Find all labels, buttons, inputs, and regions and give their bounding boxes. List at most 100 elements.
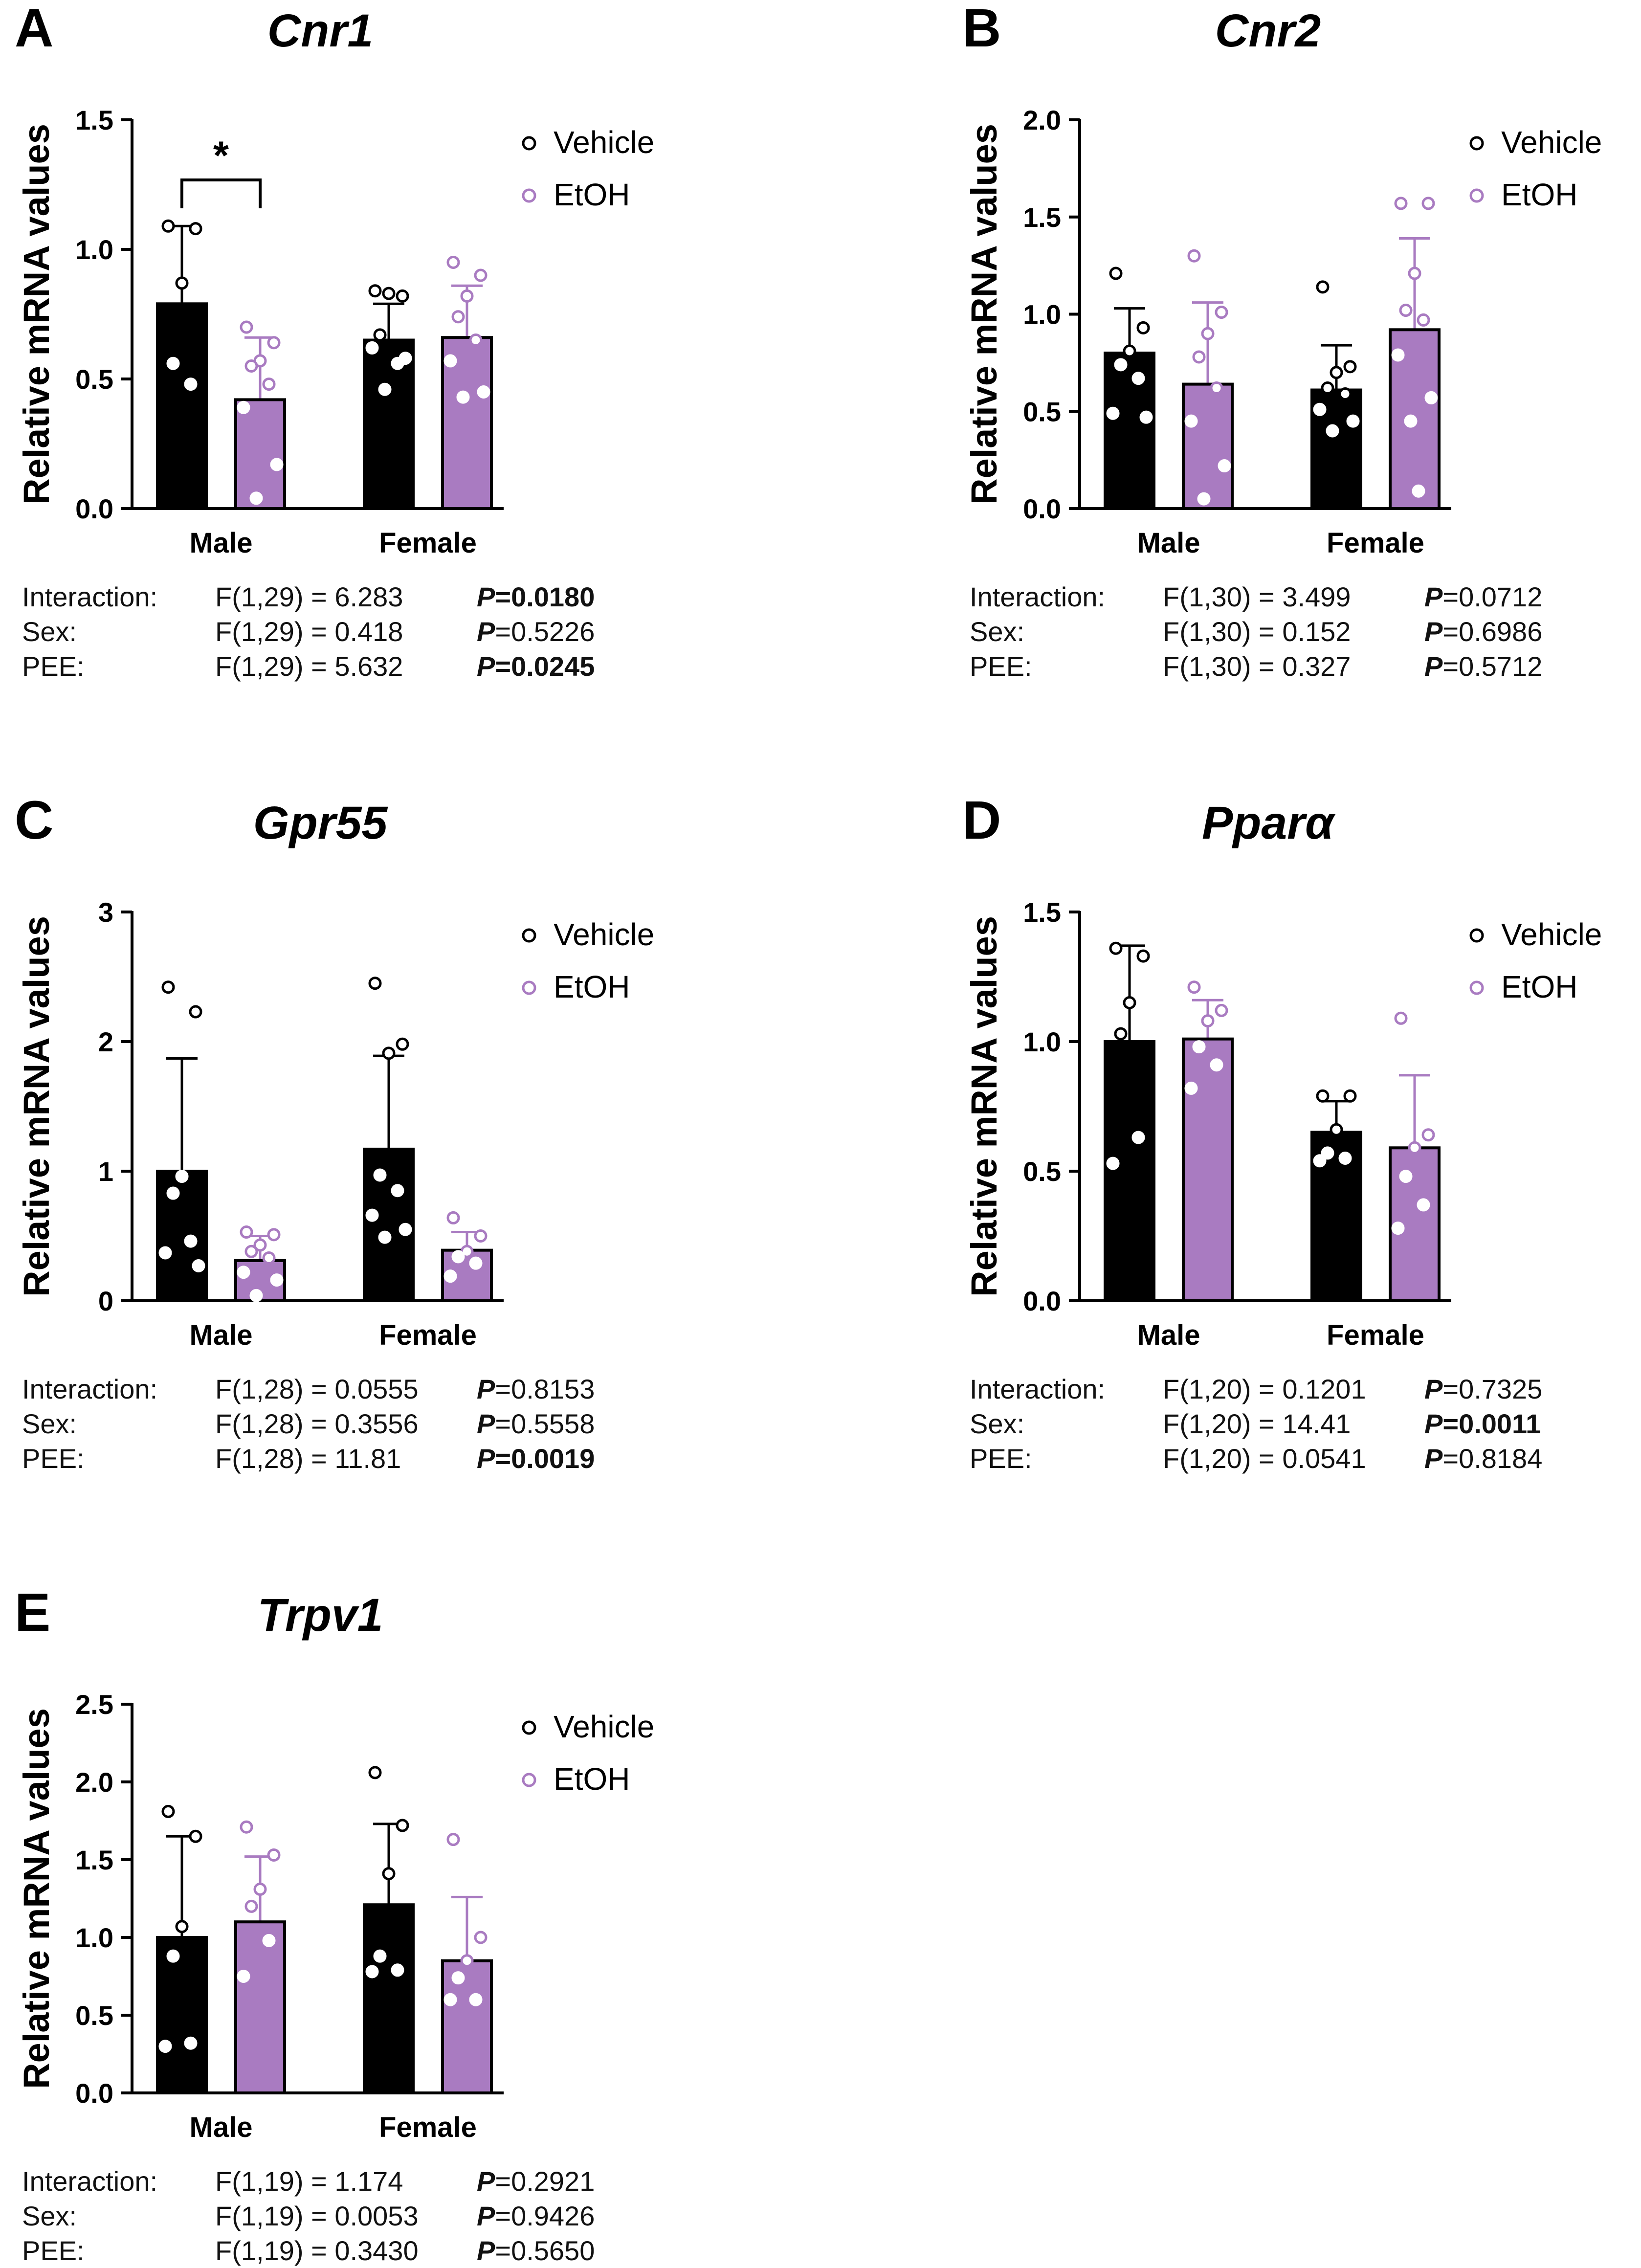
data-point [460, 1954, 474, 1968]
data-point [1192, 1040, 1206, 1054]
chart-title: Pparα [1202, 797, 1336, 849]
y-axis-label: Relative mRNA values [964, 916, 1004, 1297]
data-point [1131, 1131, 1145, 1144]
data-point [262, 1251, 276, 1265]
anova-stats-d: Interaction: F(1,20) = 0.1201 P=0.7325 Sex:… [970, 1372, 1605, 1476]
data-point [469, 1256, 483, 1270]
legend-label-vehicle: Vehicle [554, 125, 654, 160]
y-tick-label: 1.5 [1023, 202, 1061, 233]
y-tick-label: 0.5 [75, 364, 113, 395]
anova-stats-b: Interaction: F(1,30) = 3.499 P=0.0712 Sex: F… [970, 579, 1605, 684]
data-point [184, 2036, 198, 2050]
stats-p-value: P=0.8153 [477, 1374, 595, 1404]
data-point [373, 328, 387, 342]
data-point [1114, 358, 1128, 372]
data-point [1106, 406, 1120, 420]
data-point [1316, 1089, 1330, 1103]
data-point [249, 491, 263, 505]
data-point [1338, 1152, 1352, 1165]
data-point [444, 354, 457, 368]
data-point [1321, 381, 1334, 395]
panel-b: B Cnr2 Relative mRNA values 0.0 0.5 1.0 1.5 2.0… [962, 0, 1602, 559]
chart-title: Trpv1 [258, 1589, 383, 1641]
data-point [240, 1820, 253, 1834]
data-point [451, 310, 465, 324]
x-category-label: Male [190, 1319, 253, 1351]
stats-p-value: P=0.0180 [477, 581, 595, 612]
data-point [1114, 1027, 1128, 1041]
data-point [365, 1208, 379, 1222]
data-point [1417, 313, 1430, 327]
data-point [1408, 267, 1421, 280]
stats-row: Sex: F(1,19) = 0.0053 P=0.9426 [22, 2199, 658, 2233]
stats-label: Sex: [970, 616, 1025, 647]
data-point [267, 1228, 281, 1242]
stats-row: Sex: F(1,29) = 0.418 P=0.5226 [22, 614, 658, 649]
stats-row: Interaction: F(1,30) = 3.499 P=0.0712 [970, 579, 1605, 614]
bar-female-etoh [441, 1248, 493, 1303]
bar-male-etoh [234, 398, 286, 511]
data-point [477, 385, 490, 399]
data-point [365, 341, 379, 355]
data-point [262, 1934, 276, 1947]
stats-f-value: F(1,19) = 1.174 [215, 2166, 403, 2197]
data-point [175, 1920, 189, 1934]
stats-label: Interaction: [22, 1374, 158, 1404]
chart-title: Cnr2 [1215, 5, 1321, 57]
data-point [244, 359, 258, 373]
data-point [237, 400, 250, 414]
data-point [1343, 360, 1357, 374]
bar-male-etoh [1182, 1037, 1234, 1302]
data-point [365, 1965, 379, 1979]
data-point [1399, 304, 1413, 317]
data-point [189, 222, 202, 236]
data-point [161, 219, 175, 233]
x-category-label: Female [379, 1319, 477, 1351]
anova-stats-e: Interaction: F(1,19) = 1.174 P=0.2921 Sex: F… [22, 2164, 658, 2268]
stats-p-value: P=0.6986 [1424, 616, 1543, 647]
data-point [444, 1269, 457, 1283]
data-point [396, 1037, 409, 1051]
y-axis-label: Relative mRNA values [16, 1708, 57, 2089]
stats-p-value: P=0.9426 [477, 2201, 595, 2231]
data-point [244, 1245, 258, 1258]
y-tick-label: 2.0 [75, 1767, 113, 1798]
bar-male-etoh [234, 1920, 286, 2094]
data-point [1424, 391, 1438, 404]
y-tick-label: 0.0 [1023, 1286, 1061, 1316]
data-point [1201, 1014, 1215, 1028]
data-point [451, 1971, 465, 1985]
data-point [1399, 1170, 1413, 1183]
stats-f-value: F(1,20) = 0.0541 [1163, 1443, 1366, 1474]
stats-p-value: P=0.0011 [1424, 1408, 1541, 1439]
data-point [161, 1804, 175, 1818]
y-tick-label: 2 [98, 1026, 113, 1057]
data-point [240, 320, 253, 334]
stats-p-value: P=0.2921 [477, 2166, 595, 2197]
data-point [446, 1211, 460, 1224]
stats-f-value: F(1,19) = 0.3430 [215, 2235, 419, 2266]
data-point [469, 1993, 483, 2006]
data-point [391, 1963, 404, 1977]
stats-row: Sex: F(1,28) = 0.3556 P=0.5558 [22, 1406, 658, 1441]
data-point [396, 289, 409, 303]
data-point [1123, 344, 1136, 358]
data-point [1184, 414, 1198, 428]
stats-row: PEE: F(1,19) = 0.3430 P=0.5650 [22, 2233, 658, 2268]
bar-male-vehicle [1104, 352, 1155, 510]
data-point [474, 1229, 488, 1243]
x-category-label: Male [1137, 527, 1200, 559]
data-point [166, 1949, 180, 1963]
stats-f-value: F(1,30) = 0.327 [1163, 651, 1351, 682]
stats-label: PEE: [970, 1443, 1032, 1474]
data-point [1326, 424, 1339, 438]
data-point [189, 1829, 202, 1843]
x-category-label: Male [1137, 1319, 1200, 1351]
stats-row: PEE: F(1,30) = 0.327 P=0.5712 [970, 649, 1605, 684]
stats-p-value: P=0.5712 [1424, 651, 1543, 682]
data-point [175, 1170, 189, 1183]
stats-p-value: P=0.5558 [477, 1408, 595, 1439]
stats-label: Interaction: [22, 581, 158, 612]
data-point [469, 334, 483, 347]
